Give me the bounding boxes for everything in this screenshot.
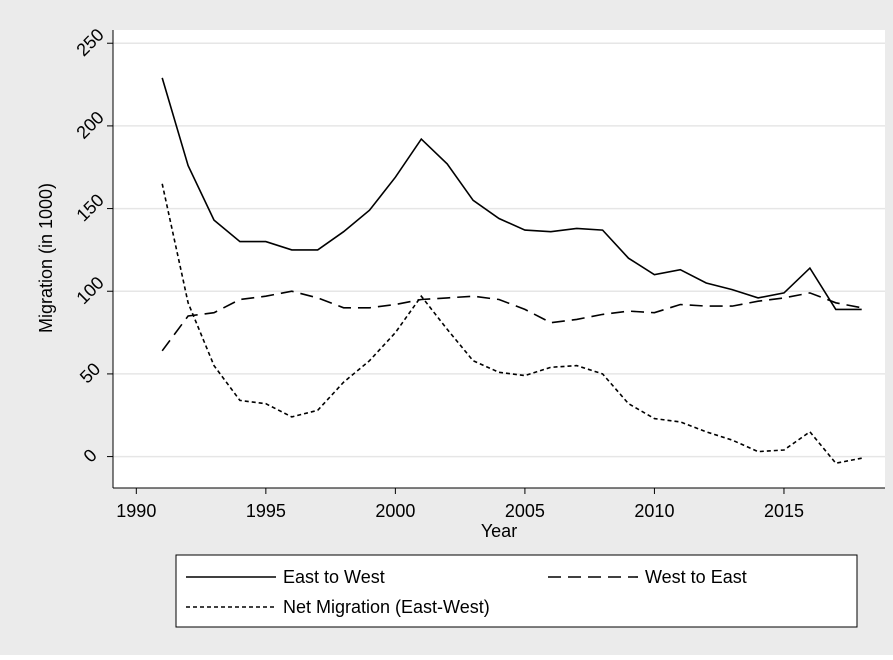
x-tick-label: 2000 <box>375 501 415 521</box>
legend-box <box>175 554 858 628</box>
x-tick-label: 1990 <box>116 501 156 521</box>
x-tick-label: 1995 <box>246 501 286 521</box>
series-line <box>161 77 862 311</box>
x-tick-label: 2010 <box>634 501 674 521</box>
x-tick-label: 2015 <box>764 501 804 521</box>
plot-area <box>113 30 885 488</box>
x-axis-label: Year <box>481 521 517 541</box>
legend-label: West to East <box>645 567 747 587</box>
x-tick-label: 2005 <box>505 501 545 521</box>
legend-label: East to West <box>283 567 385 587</box>
legend-label: Net Migration (East-West) <box>283 597 490 617</box>
y-axis-label: Migration (in 1000) <box>36 183 56 333</box>
series-line <box>161 183 862 465</box>
